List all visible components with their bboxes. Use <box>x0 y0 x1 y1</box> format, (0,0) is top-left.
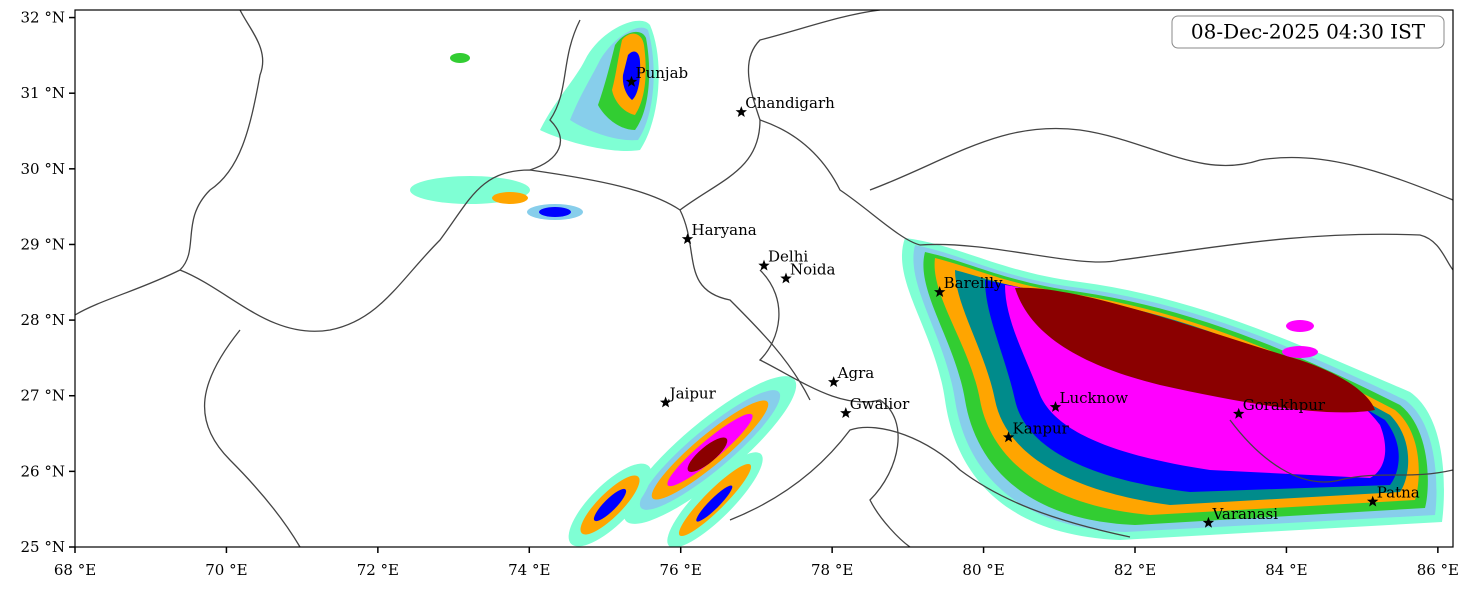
city-marker <box>735 106 747 117</box>
title-box <box>1171 15 1445 49</box>
city-marker <box>1049 401 1062 412</box>
precip-field <box>410 20 1444 547</box>
city-marker <box>659 396 672 408</box>
city-marker <box>840 407 852 418</box>
city-marker <box>1233 407 1245 419</box>
city-label: Kanpur <box>1013 419 1070 437</box>
y-tick-label: 29 °N <box>21 235 65 253</box>
city-label: Agra <box>837 364 875 382</box>
city-marker <box>758 259 770 271</box>
city-label: Noida <box>790 261 836 279</box>
city-label: Delhi <box>768 248 808 266</box>
y-tick-label: 30 °N <box>21 160 65 178</box>
city-marker <box>1367 495 1379 507</box>
x-tick-label: 82 °E <box>1114 561 1156 579</box>
city-marker <box>780 272 792 284</box>
y-tick-label: 26 °N <box>21 462 65 480</box>
city-label: Punjab <box>636 64 689 82</box>
x-tick-label: 76 °E <box>660 561 702 579</box>
x-tick-label: 86 °E <box>1417 561 1459 579</box>
y-tick-label: 27 °N <box>21 387 65 405</box>
city-marker <box>934 286 946 297</box>
x-tick-label: 68 °E <box>54 561 96 579</box>
y-tick-label: 28 °N <box>21 311 65 329</box>
x-tick-label: 70 °E <box>205 561 247 579</box>
y-tick-label: 31 °N <box>21 84 65 102</box>
map-frame <box>74 9 1454 548</box>
city-label: Gorakhpur <box>1243 396 1326 414</box>
timestamp: 08-Dec-2025 04:30 IST <box>1191 20 1426 44</box>
city-marker <box>828 376 840 387</box>
city-marker <box>1202 516 1215 528</box>
x-tick-label: 74 °E <box>508 561 550 579</box>
x-tick-label: 84 °E <box>1265 561 1307 579</box>
city-marker <box>681 233 694 244</box>
x-tick-label: 72 °E <box>357 561 399 579</box>
city-label: Bareilly <box>944 274 1003 292</box>
city-label: Gwalior <box>850 395 910 413</box>
city-marker <box>625 75 638 87</box>
city-label: Chandigarh <box>745 94 835 112</box>
city-label: Lucknow <box>1060 389 1129 407</box>
x-tick-label: 80 °E <box>962 561 1004 579</box>
y-tick-label: 25 °N <box>21 538 65 556</box>
city-marker <box>1002 431 1015 443</box>
city-label: Varanasi <box>1211 505 1278 523</box>
x-tick-label: 78 °E <box>811 561 853 579</box>
city-label: Patna <box>1377 484 1420 502</box>
y-tick-label: 32 °N <box>21 9 65 27</box>
borders <box>75 10 1453 547</box>
city-label: Jaipur <box>668 385 717 403</box>
city-label: Haryana <box>692 221 757 239</box>
